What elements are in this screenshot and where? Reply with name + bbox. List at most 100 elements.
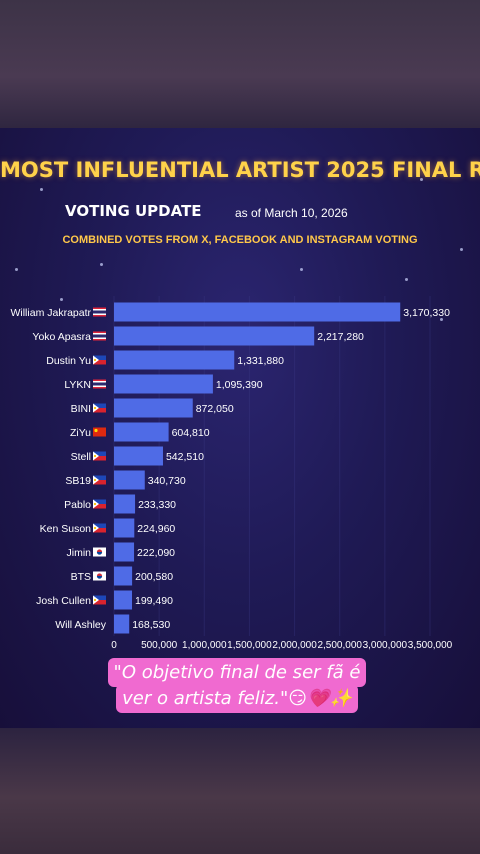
bar bbox=[114, 614, 130, 634]
flag-stripe bbox=[93, 315, 106, 317]
flag-stripe bbox=[93, 331, 106, 333]
flag-stripe bbox=[93, 408, 106, 413]
flag-stripe bbox=[93, 355, 106, 360]
flag-stripe bbox=[93, 385, 106, 387]
bar-value-label: 224,960 bbox=[137, 523, 175, 535]
bar-value-label: 2,217,280 bbox=[317, 331, 364, 343]
flag-stripe bbox=[93, 379, 106, 389]
x-tick-label: 3,000,000 bbox=[363, 640, 408, 651]
category-label: Ken Suson bbox=[40, 523, 92, 535]
flag-sun bbox=[93, 502, 97, 506]
star bbox=[300, 268, 303, 271]
category-label: ZiYu bbox=[70, 427, 91, 439]
as-of-date: as of March 10, 2026 bbox=[235, 206, 348, 220]
bar bbox=[114, 398, 193, 418]
flag-stripe bbox=[93, 451, 106, 456]
x-tick-label: 2,000,000 bbox=[272, 640, 317, 651]
flag-icon-ph bbox=[93, 451, 106, 461]
flag-stripe bbox=[93, 528, 106, 533]
bar-value-label: 542,510 bbox=[166, 451, 204, 463]
blurred-background-bottom bbox=[0, 728, 480, 854]
flag-stripe bbox=[93, 381, 106, 383]
flag-stripe bbox=[93, 337, 106, 339]
flag-stripe bbox=[93, 360, 106, 365]
star bbox=[440, 318, 443, 321]
caption-text: "O objetivo final de ser fã é ver o arti… bbox=[107, 658, 367, 713]
flag-field bbox=[93, 427, 106, 437]
bar bbox=[114, 374, 213, 394]
flag-stripe bbox=[93, 331, 106, 341]
category-label: LYKN bbox=[64, 379, 91, 391]
x-tick-label: 3,500,000 bbox=[408, 640, 453, 651]
voting-update-label: VOTING UPDATE bbox=[65, 202, 202, 220]
bar bbox=[114, 350, 235, 370]
bar-value-label: 3,170,330 bbox=[403, 307, 450, 319]
flag-icon-ph bbox=[93, 475, 106, 485]
flag-stripe bbox=[93, 595, 106, 600]
bar-chart: 3,170,330 2,217,280 1,331,880 1,095,390 872,… bbox=[10, 296, 453, 651]
bar-value-label: 233,330 bbox=[138, 499, 176, 511]
bar bbox=[114, 542, 135, 562]
flag-sun bbox=[93, 598, 97, 602]
flag-stripe bbox=[93, 307, 106, 317]
flag-icon-ph bbox=[93, 499, 106, 509]
star bbox=[60, 298, 63, 301]
flag-sun bbox=[93, 358, 97, 362]
flag-stripe bbox=[93, 456, 106, 461]
flag-icon-ph bbox=[93, 355, 106, 365]
chart-title: MOST INFLUENTIAL ARTIST 2025 FINAL ROUND bbox=[0, 158, 480, 182]
star bbox=[420, 178, 423, 181]
flag-stripe bbox=[93, 339, 106, 341]
flag-sun bbox=[93, 478, 97, 482]
category-label: William Jakrapatr bbox=[10, 307, 91, 319]
flag-icon-th bbox=[93, 379, 106, 389]
x-tick-label: 0 bbox=[111, 640, 117, 651]
bar bbox=[114, 446, 163, 466]
star bbox=[15, 268, 18, 271]
flag-stripe bbox=[93, 379, 106, 381]
flag-stripe bbox=[93, 309, 106, 311]
category-label: Yoko Apasra bbox=[32, 331, 91, 343]
x-tick-label: 2,500,000 bbox=[317, 640, 362, 651]
flag-stripe bbox=[93, 504, 106, 509]
flag-icon-th bbox=[93, 307, 106, 317]
bar-value-label: 1,331,880 bbox=[237, 355, 284, 367]
category-label: Will Ashley bbox=[55, 619, 107, 631]
bar bbox=[114, 590, 133, 610]
flag-stripe bbox=[93, 600, 106, 605]
chart-panel: MOST INFLUENTIAL ARTIST 2025 FINAL ROUND… bbox=[0, 128, 480, 728]
flag-icon-ph bbox=[93, 403, 106, 413]
x-tick-label: 500,000 bbox=[141, 640, 178, 651]
flag-sun bbox=[93, 406, 97, 410]
x-tick-label: 1,500,000 bbox=[227, 640, 272, 651]
x-tick-label: 1,000,000 bbox=[182, 640, 227, 651]
star bbox=[460, 248, 463, 251]
flag-stripe bbox=[93, 403, 106, 408]
category-label: BTS bbox=[71, 571, 91, 583]
bar-value-label: 1,095,390 bbox=[216, 379, 263, 391]
flag-stripe bbox=[93, 499, 106, 504]
category-label: SB19 bbox=[65, 475, 91, 487]
flag-sun bbox=[93, 454, 97, 458]
category-label: Josh Cullen bbox=[36, 595, 91, 607]
bar-value-label: 340,730 bbox=[148, 475, 186, 487]
bar bbox=[114, 302, 401, 322]
bar bbox=[114, 518, 135, 538]
flag-stripe bbox=[93, 523, 106, 528]
bar bbox=[114, 566, 133, 586]
flag-taegeuk bbox=[96, 576, 103, 579]
flag-stripe bbox=[93, 480, 106, 485]
category-label: BINI bbox=[71, 403, 91, 415]
flag-star bbox=[94, 428, 98, 433]
flag-taegeuk bbox=[96, 552, 103, 555]
flag-icon-kr bbox=[93, 571, 106, 581]
flag-stripe bbox=[93, 307, 106, 309]
flag-sun bbox=[93, 526, 97, 530]
bar-value-label: 168,530 bbox=[132, 619, 170, 631]
flag-stripe bbox=[93, 475, 106, 480]
bar bbox=[114, 494, 136, 514]
category-label: Pablo bbox=[64, 499, 91, 511]
flag-stripe bbox=[93, 333, 106, 335]
star bbox=[100, 263, 103, 266]
bar-value-label: 199,490 bbox=[135, 595, 173, 607]
